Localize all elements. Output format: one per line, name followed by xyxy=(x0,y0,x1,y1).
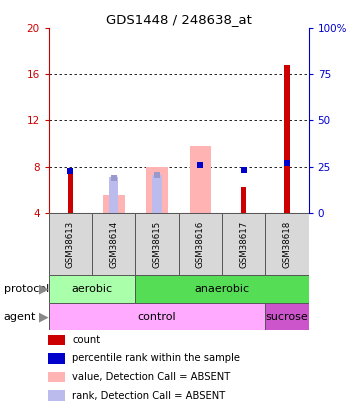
Text: ▶: ▶ xyxy=(39,310,48,323)
Bar xyxy=(265,213,309,275)
Text: aerobic: aerobic xyxy=(71,284,113,294)
Text: count: count xyxy=(72,335,100,345)
Text: sucrose: sucrose xyxy=(266,312,308,322)
Text: anaerobic: anaerobic xyxy=(195,284,249,294)
Text: GSM38616: GSM38616 xyxy=(196,220,205,268)
Bar xyxy=(135,275,309,303)
Bar xyxy=(109,177,118,213)
Bar xyxy=(284,65,290,213)
Bar xyxy=(190,146,211,213)
Bar xyxy=(48,335,65,345)
Text: GSM38613: GSM38613 xyxy=(66,220,75,268)
Text: GSM38618: GSM38618 xyxy=(283,220,291,268)
Title: GDS1448 / 248638_at: GDS1448 / 248638_at xyxy=(106,13,252,26)
Text: rank, Detection Call = ABSENT: rank, Detection Call = ABSENT xyxy=(72,391,226,401)
Bar xyxy=(48,353,65,364)
Text: GSM38614: GSM38614 xyxy=(109,220,118,268)
Bar xyxy=(222,213,265,275)
Text: agent: agent xyxy=(4,312,36,322)
Bar xyxy=(179,213,222,275)
Bar xyxy=(135,213,179,275)
Text: control: control xyxy=(138,312,176,322)
Bar xyxy=(146,166,168,213)
Bar xyxy=(103,195,125,213)
Bar xyxy=(49,213,92,275)
Bar xyxy=(92,213,135,275)
Text: percentile rank within the sample: percentile rank within the sample xyxy=(72,354,240,363)
Bar xyxy=(48,390,65,401)
Bar xyxy=(49,303,265,330)
Bar xyxy=(68,168,73,213)
Bar xyxy=(152,175,162,213)
Bar xyxy=(49,275,135,303)
Text: GSM38617: GSM38617 xyxy=(239,220,248,268)
Bar xyxy=(265,303,309,330)
Text: value, Detection Call = ABSENT: value, Detection Call = ABSENT xyxy=(72,372,230,382)
Text: ▶: ▶ xyxy=(39,283,48,296)
Bar xyxy=(241,187,247,213)
Text: protocol: protocol xyxy=(4,284,49,294)
Text: GSM38615: GSM38615 xyxy=(153,220,161,268)
Bar xyxy=(48,372,65,382)
